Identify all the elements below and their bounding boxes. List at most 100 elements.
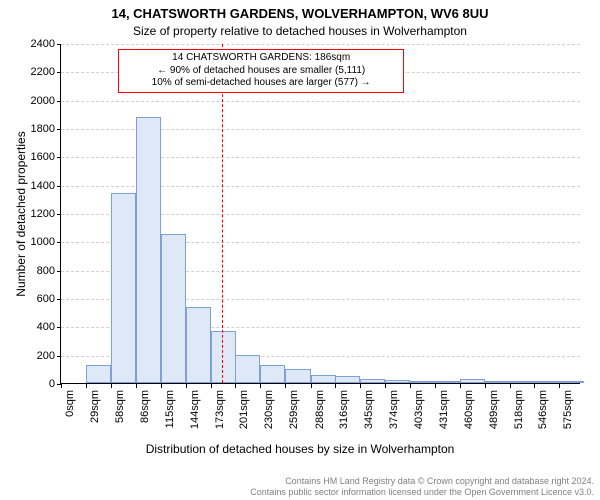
histogram-bar bbox=[335, 376, 360, 383]
x-tick-mark bbox=[559, 384, 560, 388]
histogram-bar bbox=[86, 365, 111, 383]
x-tick-label: 201sqm bbox=[238, 390, 250, 429]
x-tick-mark bbox=[410, 384, 411, 388]
x-tick-label: 460sqm bbox=[463, 390, 475, 429]
x-tick-label: 58sqm bbox=[114, 390, 126, 423]
x-tick-mark bbox=[161, 384, 162, 388]
histogram-bar bbox=[285, 369, 310, 383]
y-tick-label: 200 bbox=[37, 350, 55, 362]
y-tick-label: 600 bbox=[37, 293, 55, 305]
grid-line bbox=[61, 44, 580, 45]
y-tick-mark bbox=[57, 129, 61, 130]
y-tick-label: 1600 bbox=[31, 151, 55, 163]
y-tick-mark bbox=[57, 214, 61, 215]
histogram-bar bbox=[485, 381, 510, 383]
histogram-bar bbox=[460, 379, 485, 383]
histogram-bar bbox=[435, 381, 460, 383]
footer-attribution: Contains HM Land Registry data © Crown c… bbox=[0, 476, 594, 498]
x-tick-label: 29sqm bbox=[89, 390, 101, 423]
x-tick-label: 546sqm bbox=[537, 390, 549, 429]
y-tick-mark bbox=[57, 157, 61, 158]
y-tick-mark bbox=[57, 356, 61, 357]
x-tick-label: 0sqm bbox=[64, 390, 76, 417]
x-tick-mark bbox=[235, 384, 236, 388]
annotation-line: ← 90% of detached houses are smaller (5,… bbox=[125, 65, 397, 78]
x-tick-mark bbox=[335, 384, 336, 388]
x-tick-label: 403sqm bbox=[413, 390, 425, 429]
y-tick-label: 1000 bbox=[31, 236, 55, 248]
x-tick-label: 86sqm bbox=[139, 390, 151, 423]
x-tick-mark bbox=[186, 384, 187, 388]
histogram-bar bbox=[311, 375, 336, 384]
annotation-box: 14 CHATSWORTH GARDENS: 186sqm← 90% of de… bbox=[118, 49, 404, 93]
x-tick-mark bbox=[260, 384, 261, 388]
x-axis-label: Distribution of detached houses by size … bbox=[0, 442, 600, 456]
reference-line bbox=[222, 44, 223, 383]
x-tick-mark bbox=[385, 384, 386, 388]
y-tick-label: 1400 bbox=[31, 180, 55, 192]
histogram-bar bbox=[385, 380, 410, 383]
y-tick-label: 2400 bbox=[31, 38, 55, 50]
x-tick-mark bbox=[460, 384, 461, 388]
y-tick-mark bbox=[57, 327, 61, 328]
page-title: 14, CHATSWORTH GARDENS, WOLVERHAMPTON, W… bbox=[0, 6, 600, 21]
y-tick-mark bbox=[57, 271, 61, 272]
y-tick-mark bbox=[57, 186, 61, 187]
x-tick-label: 345sqm bbox=[363, 390, 375, 429]
x-tick-label: 115sqm bbox=[164, 390, 176, 428]
x-tick-label: 518sqm bbox=[513, 390, 525, 429]
histogram-bar bbox=[510, 381, 535, 383]
x-tick-label: 259sqm bbox=[288, 390, 300, 429]
x-tick-label: 575sqm bbox=[562, 390, 574, 429]
y-tick-label: 800 bbox=[37, 265, 55, 277]
histogram-bar bbox=[360, 379, 385, 383]
y-tick-mark bbox=[57, 44, 61, 45]
y-tick-label: 1200 bbox=[31, 208, 55, 220]
x-tick-label: 431sqm bbox=[438, 390, 450, 429]
footer-line1: Contains HM Land Registry data © Crown c… bbox=[285, 476, 594, 486]
annotation-line: 14 CHATSWORTH GARDENS: 186sqm bbox=[125, 52, 397, 65]
x-tick-mark bbox=[360, 384, 361, 388]
x-tick-mark bbox=[311, 384, 312, 388]
y-tick-mark bbox=[57, 242, 61, 243]
x-tick-mark bbox=[61, 384, 62, 388]
x-tick-mark bbox=[136, 384, 137, 388]
x-tick-mark bbox=[111, 384, 112, 388]
histogram-bar bbox=[410, 381, 435, 383]
y-tick-label: 400 bbox=[37, 321, 55, 333]
x-tick-mark bbox=[534, 384, 535, 388]
footer-line2: Contains public sector information licen… bbox=[250, 487, 594, 497]
x-tick-label: 230sqm bbox=[263, 390, 275, 429]
x-tick-label: 288sqm bbox=[314, 390, 326, 429]
grid-line bbox=[61, 101, 580, 102]
y-axis-label: Number of detached properties bbox=[14, 44, 28, 384]
x-tick-mark bbox=[435, 384, 436, 388]
x-tick-mark bbox=[510, 384, 511, 388]
y-tick-mark bbox=[57, 72, 61, 73]
y-tick-label: 2200 bbox=[31, 66, 55, 78]
x-tick-mark bbox=[485, 384, 486, 388]
histogram-bar bbox=[161, 234, 186, 383]
histogram-bar bbox=[235, 355, 260, 383]
y-tick-mark bbox=[57, 101, 61, 102]
histogram-bar bbox=[559, 381, 584, 383]
x-tick-label: 316sqm bbox=[338, 390, 350, 429]
y-tick-label: 2000 bbox=[31, 95, 55, 107]
x-tick-label: 374sqm bbox=[388, 390, 400, 429]
annotation-line: 10% of semi-detached houses are larger (… bbox=[125, 77, 397, 90]
histogram-bar bbox=[136, 117, 161, 383]
x-tick-mark bbox=[285, 384, 286, 388]
x-tick-mark bbox=[86, 384, 87, 388]
histogram-bar bbox=[260, 365, 285, 383]
x-tick-label: 173sqm bbox=[214, 390, 226, 429]
page-subtitle: Size of property relative to detached ho… bbox=[0, 24, 600, 38]
histogram-plot: 0200400600800100012001400160018002000220… bbox=[60, 44, 580, 384]
x-tick-label: 144sqm bbox=[189, 390, 201, 429]
chart-container: 14, CHATSWORTH GARDENS, WOLVERHAMPTON, W… bbox=[0, 0, 600, 500]
histogram-bar bbox=[534, 381, 559, 383]
histogram-bar bbox=[211, 331, 236, 383]
y-tick-mark bbox=[57, 299, 61, 300]
y-tick-label: 0 bbox=[49, 378, 55, 390]
x-tick-label: 489sqm bbox=[488, 390, 500, 429]
y-tick-label: 1800 bbox=[31, 123, 55, 135]
